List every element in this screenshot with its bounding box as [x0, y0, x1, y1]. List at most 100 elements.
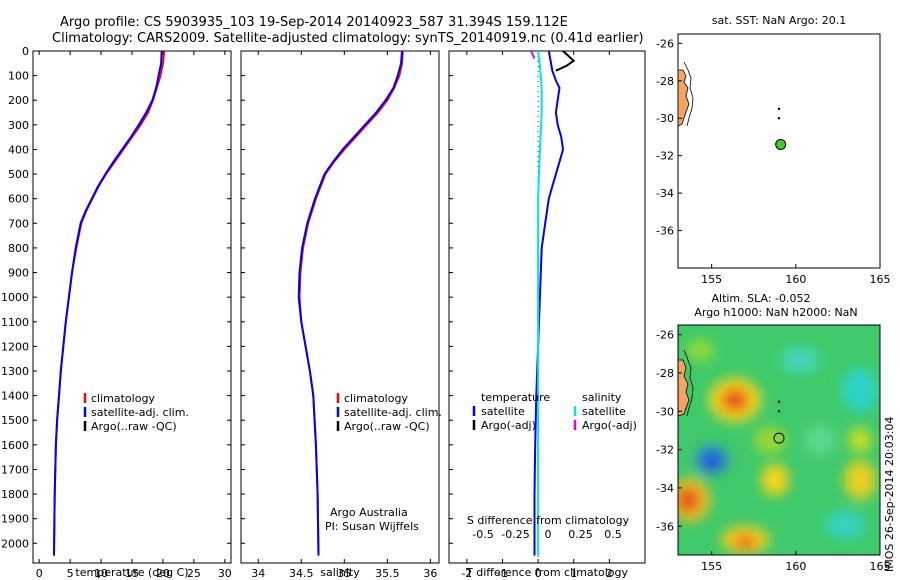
track-point: [777, 400, 781, 403]
x-tick-label: 20: [156, 567, 170, 580]
series-line-salinity-argo: [530, 51, 536, 59]
blob: [754, 426, 786, 454]
y-tick-label: 1700: [1, 463, 29, 476]
y-tick-label: -36: [656, 225, 674, 238]
temperature-series: [53, 51, 166, 556]
y-tick-label: -32: [656, 444, 674, 457]
depth-ticks: 0 100 200 300 400 500 600 700 800 900 1000 1100 1200…: [1, 45, 231, 550]
y-tick-label: -34: [656, 482, 674, 495]
legend-satellite: satellite-adj. clim.: [91, 406, 189, 419]
y-tick-label: 1800: [1, 488, 29, 501]
x-tick-label: 35.5: [375, 567, 400, 580]
x-tick-label: 2: [606, 567, 613, 580]
salinity-xlabel: salinity: [320, 566, 360, 579]
legend-salinity-satellite: satellite: [582, 405, 626, 418]
track-point: [777, 117, 781, 120]
y-tick-label: 600: [8, 193, 29, 206]
salinity-annotation-1: Argo Australia: [330, 506, 408, 519]
series-line-argo: [555, 51, 576, 72]
y-tick-label: 2000: [1, 537, 29, 550]
difference-ticks: -2 -1 0 1 2: [449, 50, 613, 580]
y-tick-label: -28: [656, 367, 674, 380]
y-tick-label: -26: [656, 329, 674, 342]
y-tick-label: -28: [656, 75, 674, 88]
blob: [721, 388, 749, 412]
heatmap-blobs: [678, 338, 878, 554]
y-tick-label: 1400: [1, 390, 29, 403]
y-tick-label: 500: [8, 168, 29, 181]
track-point: [777, 107, 781, 111]
y-tick-label: 1100: [1, 316, 29, 329]
salinity-axes-box: [240, 50, 440, 564]
x-tick-label: 160: [785, 273, 806, 286]
y-tick-label: 800: [8, 242, 29, 255]
blob: [825, 511, 865, 539]
y-tick-label: 1200: [1, 340, 29, 353]
blob: [705, 455, 719, 469]
sst-map-ticks: 155 160 165 -26 -28 -30 -32 -34 -36: [656, 37, 890, 286]
blob: [734, 535, 756, 549]
sst-map-title: sat. SST: NaN Argo: 20.1: [712, 14, 846, 27]
sst-map-points: [775, 107, 787, 150]
coastline: [683, 349, 694, 417]
top-tick-label: -0.5: [472, 528, 493, 541]
y-tick-label: 1000: [1, 291, 29, 304]
land-area: [678, 69, 690, 127]
difference-legend-salinity: salinity satellite Argo(-adj): [573, 391, 637, 432]
difference-axes-box: [448, 50, 646, 564]
temperature-legend: climatology satellite-adj. clim. Argo(..…: [83, 392, 189, 433]
temperature-panel: 0100200300400500600700800900100011001200…: [1, 45, 232, 580]
series-line-satellite-adj-clim-: [53, 51, 163, 556]
blob: [842, 368, 878, 412]
x-tick-label: 0: [36, 567, 43, 580]
salinity-legend: climatology satellite-adj. clim. Argo(..…: [336, 392, 442, 433]
y-tick-label: -34: [656, 187, 674, 200]
sst-map-coast: [678, 61, 694, 127]
y-tick-label: -36: [656, 520, 674, 533]
blob: [686, 338, 714, 362]
salinity-ticks: 34 34.5 35 35.5 36: [241, 50, 437, 580]
sst-map-panel: sat. SST: NaN Argo: 20.1 155 160 165 -26 -28…: [656, 14, 890, 286]
y-tick-label: 100: [8, 70, 29, 83]
salinity-panel: 34 34.5 35 35.5 36 climatology satellite-adj…: [240, 50, 442, 580]
blob: [678, 487, 700, 513]
top-tick-label: 0.5: [604, 528, 622, 541]
sla-map-title-2: Argo h1000: NaN h2000: NaN: [694, 306, 857, 319]
blob: [782, 346, 818, 374]
y-tick-label: 900: [8, 267, 29, 280]
x-tick-label: 10: [94, 567, 108, 580]
sla-heatmap: [678, 325, 880, 555]
sla-map-ticks: 155 160 165 -26 -28 -30 -32 -34 -36: [656, 329, 890, 573]
y-tick-label: 1600: [1, 439, 29, 452]
y-tick-label: 0: [22, 45, 29, 58]
title-line-1: Argo profile: CS 5903935_103 19-Sep-2014…: [60, 15, 568, 30]
y-tick-label: 400: [8, 143, 29, 156]
difference-legend-temperature: temperature satellite Argo(-adj): [472, 391, 550, 432]
legend-argo: Argo(..raw -QC): [91, 420, 177, 433]
difference-series: [530, 51, 576, 556]
top-tick-label: -0.25: [501, 528, 529, 541]
legend-argo: Argo(..raw -QC): [344, 420, 430, 433]
x-tick-label: 155: [701, 560, 722, 573]
salinity-difference-ticks: -0.5 -0.25 0 0.25 0.5: [472, 528, 621, 541]
x-tick-label: 30: [218, 567, 232, 580]
x-tick-label: 165: [870, 273, 891, 286]
y-tick-label: 1300: [1, 365, 29, 378]
x-tick-label: 160: [785, 560, 806, 573]
float-position-marker: [775, 138, 787, 150]
float-position-marker: [773, 432, 785, 444]
temperature-xlabel: temperature (deg C): [75, 566, 188, 579]
salinity-series: [297, 51, 404, 556]
sla-map-title-1: Altim. SLA: -0.052: [711, 292, 810, 305]
top-tick-label: 0: [545, 528, 552, 541]
x-tick-label: 5: [67, 567, 74, 580]
land-area: [678, 359, 690, 417]
blob: [844, 460, 876, 500]
legend-climatology: climatology: [344, 392, 408, 405]
sla-map-points: [773, 400, 785, 444]
legend-salinity-heading: salinity: [582, 391, 622, 404]
x-tick-label: 155: [701, 273, 722, 286]
legend-satellite: satellite-adj. clim.: [344, 406, 442, 419]
difference-panel: -2 -1 0 1 2 temperature satellite Argo(-adj)…: [448, 50, 646, 580]
blob: [804, 424, 836, 456]
